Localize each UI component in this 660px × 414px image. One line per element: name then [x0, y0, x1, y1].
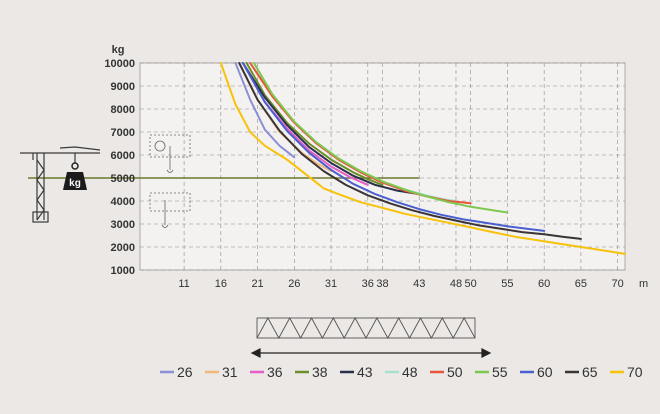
x-tick-label: 36: [362, 278, 374, 290]
x-tick-label: 43: [413, 278, 425, 290]
legend-label-65: 65: [582, 364, 598, 380]
x-tick-label: 16: [215, 278, 227, 290]
x-tick-label: 48: [450, 278, 462, 290]
x-tick-label: 31: [325, 278, 337, 290]
y-tick-label: 8000: [111, 104, 135, 116]
y-tick-label: 1000: [111, 265, 135, 277]
legend-label-36: 36: [267, 364, 283, 380]
x-tick-label: 50: [465, 278, 477, 290]
legend-label-48: 48: [402, 364, 418, 380]
series-line-70: [219, 62, 626, 255]
x-tick-label: 60: [538, 278, 550, 290]
legend-label-70: 70: [627, 364, 643, 380]
y-tick-label: 7000: [111, 127, 135, 139]
x-tick-label: 55: [501, 278, 513, 290]
y-axis-label: kg: [112, 44, 125, 56]
legend-label-55: 55: [492, 364, 508, 380]
tower-crane-icon: [20, 146, 101, 223]
y-tick-label: 3000: [111, 219, 135, 231]
series-line-60: [241, 62, 546, 232]
y-tick-label: 6000: [111, 150, 135, 162]
legend-label-60: 60: [537, 364, 553, 380]
x-tick-label: 65: [575, 278, 587, 290]
y-tick-label: 5000: [111, 173, 135, 185]
weight-kg-icon: kg: [63, 162, 87, 190]
x-tick-label: 38: [376, 278, 388, 290]
legend-label-38: 38: [312, 364, 328, 380]
x-tick-label: 70: [612, 278, 624, 290]
plot-area: [139, 62, 626, 271]
jib-truss-icon: [256, 317, 476, 339]
svg-text:kg: kg: [69, 178, 81, 189]
y-tick-label: 2000: [111, 242, 135, 254]
chart-legend: 26 31 36 38 43 48 50 55 60 65 70: [160, 364, 643, 380]
legend-label-26: 26: [177, 364, 193, 380]
x-tick-label: 26: [288, 278, 300, 290]
y-tick-label: 4000: [111, 196, 135, 208]
x-axis-label: m: [639, 278, 648, 290]
x-tick-label: 11: [178, 278, 189, 290]
legend-label-43: 43: [357, 364, 373, 380]
y-tick-label: 10000: [104, 58, 135, 70]
trolley-hook-icon-lower: [149, 192, 191, 228]
y-tick-label: 9000: [111, 81, 135, 93]
legend-label-31: 31: [222, 364, 238, 380]
trolley-hook-icon-upper: [149, 134, 191, 173]
series-line-65: [238, 62, 582, 240]
x-tick-label: 21: [251, 278, 263, 290]
series-line-55: [252, 62, 509, 214]
series-line-43: [241, 62, 421, 196]
jib-length-arrow: [250, 348, 492, 358]
legend-label-50: 50: [447, 364, 463, 380]
series-line-26: [234, 62, 296, 159]
series-line-38: [245, 62, 384, 186]
